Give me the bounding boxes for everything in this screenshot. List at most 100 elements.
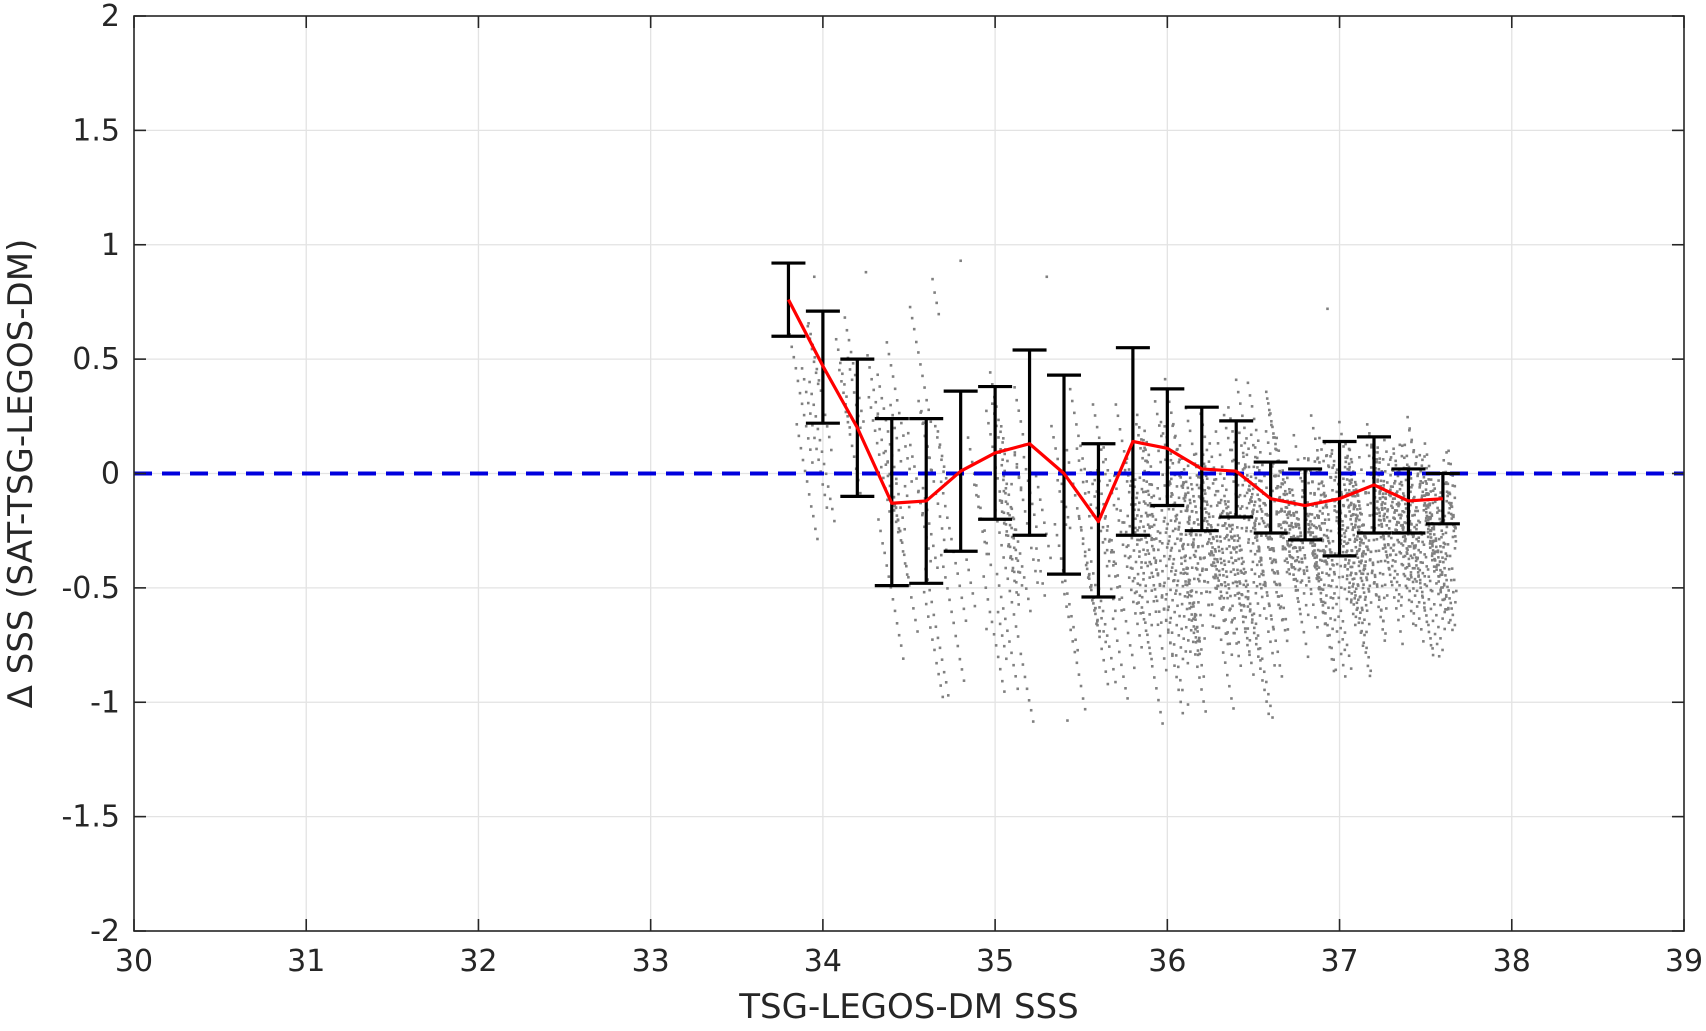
- scatter-point: [1269, 640, 1272, 644]
- scatter-point: [827, 435, 831, 439]
- scatter-point: [1403, 535, 1407, 538]
- scatter-point: [1353, 480, 1357, 484]
- scatter-point: [1081, 697, 1085, 700]
- scatter-point: [1165, 593, 1168, 596]
- scatter-point: [1094, 606, 1097, 610]
- scatter-point: [1324, 612, 1327, 615]
- scatter-point: [1390, 583, 1394, 587]
- scatter-point: [929, 626, 932, 629]
- scatter-point: [1241, 615, 1245, 618]
- scatter-point: [1449, 578, 1453, 582]
- scatter-point: [846, 414, 849, 418]
- scatter-point: [1217, 569, 1221, 573]
- scatter-point: [1328, 645, 1332, 649]
- scatter-point: [1187, 639, 1190, 642]
- scatter-point: [1254, 455, 1257, 459]
- scatter-point: [1209, 524, 1213, 527]
- scatter-point: [1233, 573, 1237, 576]
- scatter-point: [1269, 704, 1272, 708]
- scatter-point: [873, 429, 877, 433]
- scatter-point: [1282, 521, 1285, 525]
- scatter-point: [1437, 575, 1441, 578]
- scatter-point: [1443, 566, 1446, 570]
- scatter-point: [1407, 465, 1411, 469]
- scatter-point: [818, 438, 822, 442]
- scatter-point: [1360, 468, 1363, 471]
- scatter-point: [1178, 474, 1181, 478]
- scatter-point: [1276, 570, 1279, 573]
- scatter-point: [1230, 537, 1234, 540]
- scatter-point: [1208, 590, 1212, 594]
- scatter-point: [1140, 606, 1144, 609]
- scatter-point: [1393, 509, 1397, 512]
- scatter-point: [1233, 539, 1236, 542]
- scatter-point: [1403, 456, 1406, 460]
- scatter-point: [1209, 553, 1212, 557]
- scatter-point: [896, 519, 900, 522]
- scatter-point: [936, 636, 940, 640]
- scatter-point: [1246, 589, 1250, 593]
- scatter-point: [800, 367, 804, 370]
- scatter-point: [1016, 687, 1020, 691]
- scatter-point: [1286, 628, 1290, 631]
- scatter-point: [1196, 577, 1200, 581]
- scatter-point: [1355, 538, 1359, 542]
- scatter-point: [1243, 627, 1247, 630]
- scatter-point: [1162, 607, 1166, 611]
- scatter-point: [1246, 627, 1250, 630]
- scatter-point: [1202, 700, 1205, 703]
- scatter-point: [1347, 462, 1351, 466]
- scatter-point: [1169, 519, 1173, 522]
- scatter-point: [1130, 653, 1134, 657]
- scatter-point: [845, 395, 848, 398]
- scatter-point: [1415, 523, 1419, 527]
- scatter-point: [930, 469, 934, 472]
- scatter-point: [1288, 554, 1292, 557]
- scatter-point: [1129, 484, 1132, 488]
- scatter-point: [1350, 565, 1354, 569]
- scatter-point: [1434, 539, 1438, 543]
- scatter-point: [1362, 583, 1365, 586]
- scatter-point: [1329, 596, 1333, 599]
- scatter-point: [932, 480, 936, 483]
- scatter-point: [815, 447, 818, 451]
- scatter-point: [1252, 417, 1256, 421]
- scatter-point: [1429, 539, 1432, 543]
- scatter-point: [882, 451, 886, 455]
- scatter-point: [1425, 584, 1429, 588]
- scatter-point: [1221, 484, 1224, 488]
- scatter-point: [1176, 604, 1179, 608]
- scatter-point: [1093, 495, 1096, 498]
- scatter-point: [1422, 475, 1426, 479]
- scatter-point: [1178, 444, 1182, 447]
- scatter-point: [1080, 529, 1083, 532]
- scatter-point: [1357, 598, 1360, 602]
- scatter-point: [1186, 520, 1190, 524]
- scatter-point: [904, 445, 907, 448]
- scatter-point: [912, 327, 916, 331]
- scatter-point: [1333, 618, 1337, 622]
- scatter-point: [1286, 561, 1289, 564]
- scatter-point: [1113, 474, 1116, 478]
- scatter-point: [1245, 437, 1248, 440]
- scatter-point: [936, 566, 939, 570]
- scatter-point: [1321, 588, 1325, 591]
- scatter-point: [1362, 479, 1365, 483]
- scatter-point: [1427, 524, 1431, 528]
- scatter-point: [946, 694, 950, 697]
- scatter-point: [1177, 688, 1180, 692]
- scatter-point: [1321, 539, 1325, 543]
- scatter-point: [1190, 566, 1194, 569]
- scatter-point: [907, 505, 911, 509]
- scatter-point: [1259, 563, 1263, 567]
- scatter-point: [1127, 468, 1131, 471]
- scatter-point: [1398, 502, 1401, 506]
- scatter-point: [874, 400, 878, 404]
- scatter-point: [1304, 603, 1308, 607]
- scatter-point: [1262, 670, 1266, 674]
- scatter-point: [1192, 601, 1196, 604]
- scatter-point: [1266, 545, 1270, 549]
- scatter-point: [1070, 399, 1074, 403]
- scatter-point: [1112, 667, 1115, 671]
- scatter-point: [1294, 589, 1298, 592]
